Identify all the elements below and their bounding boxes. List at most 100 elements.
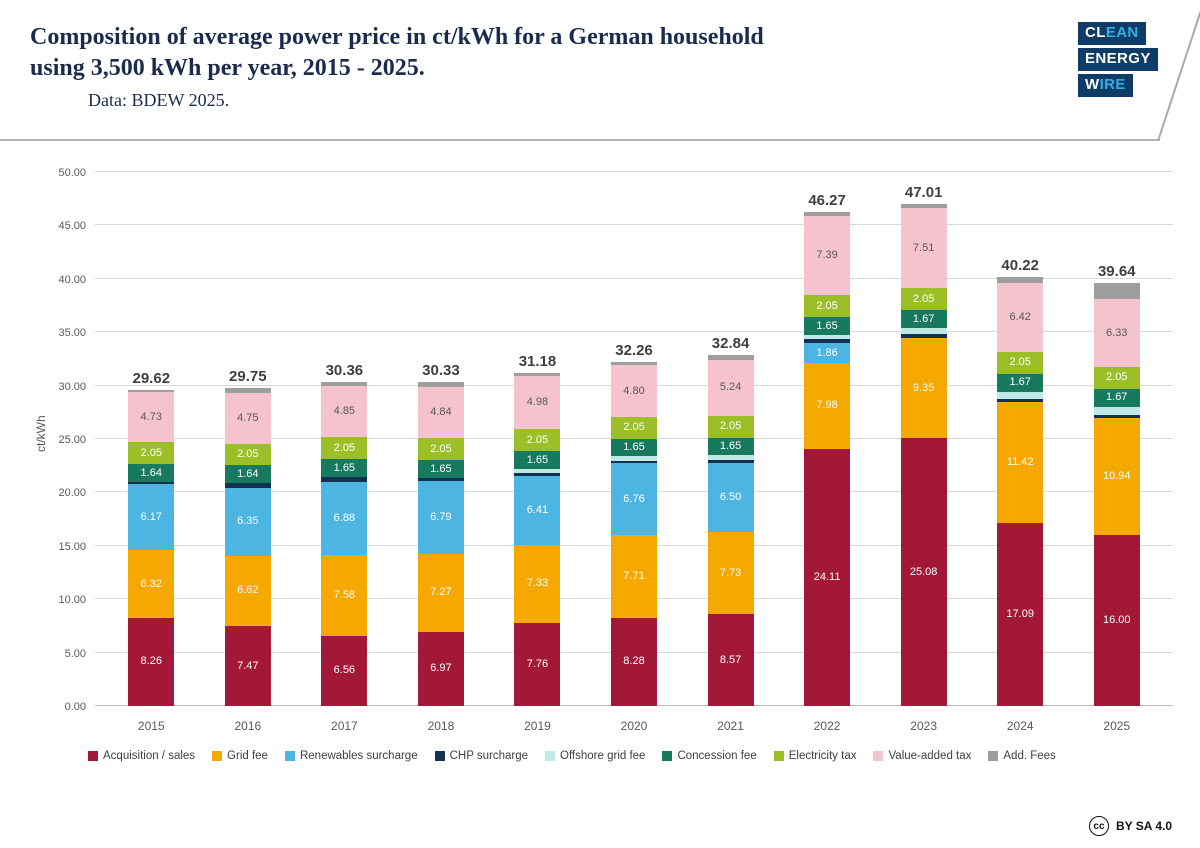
segment-value-label: 2.05 xyxy=(140,446,162,459)
gridline xyxy=(95,224,1173,226)
header-diagonal-line xyxy=(1157,0,1200,142)
bar-segment-grid-fee: 7.58 xyxy=(321,555,368,636)
segment-value-label: 8.28 xyxy=(623,655,645,668)
bar-segment-acquisition-sales: 25.08 xyxy=(900,438,947,706)
legend-item-grid-fee: Grid fee xyxy=(212,750,268,762)
bar-segment-electricity-tax: 2.05 xyxy=(417,438,464,461)
bar-segment-value-added-tax: 5.24 xyxy=(707,359,754,416)
legend-label: Electricity tax xyxy=(788,750,857,762)
y-tick-label: 50.00 xyxy=(58,167,86,179)
y-tick-label: 25.00 xyxy=(58,434,86,446)
bar-segment-electricity-tax: 2.05 xyxy=(900,288,947,311)
bar-column: 47.01 7.51 2.05 1.67 9.35 25.08 2023 xyxy=(875,172,972,733)
bar-segment-add-fees xyxy=(514,373,561,377)
bar-segment-value-added-tax: 7.39 xyxy=(804,216,851,296)
legend-swatch xyxy=(212,751,223,761)
legend: Acquisition / sales Grid fee Renewables su… xyxy=(88,750,1056,762)
segment-value-label: 17.09 xyxy=(1006,608,1034,621)
segment-value-label: 4.98 xyxy=(526,396,549,409)
x-axis-label: 2017 xyxy=(331,719,358,733)
bar-segment-concession-fee: 1.65 xyxy=(417,460,464,478)
license-badge: cc BY SA 4.0 xyxy=(1088,816,1172,836)
legend-item-chp-surcharge: CHP surcharge xyxy=(434,750,528,762)
bar-segment-concession-fee: 1.65 xyxy=(321,459,368,477)
segment-value-label: 1.86 xyxy=(816,346,838,359)
segment-value-label: 4.73 xyxy=(140,410,162,423)
legend-swatch xyxy=(773,751,784,761)
bar-total-label: 30.36 xyxy=(325,361,364,379)
segment-value-label: 7.27 xyxy=(430,586,452,599)
bar-segment-grid-fee: 7.71 xyxy=(611,535,657,618)
segment-value-label: 6.62 xyxy=(237,584,259,597)
bar-segment-renewables-surcharge: 1.86 xyxy=(804,343,851,364)
legend-label: CHP surcharge xyxy=(449,750,528,762)
segment-value-label: 16.00 xyxy=(1102,614,1131,627)
logo-text-cyan: IRE xyxy=(1099,76,1126,93)
bar-segment-add-fees xyxy=(417,382,464,387)
bar-segment-value-added-tax: 6.42 xyxy=(997,283,1044,352)
y-tick-label: 15.00 xyxy=(58,540,86,553)
legend-item-add-fees: Add. Fees xyxy=(988,750,1056,762)
legend-item-offshore-grid-fee: Offshore grid fee xyxy=(545,750,645,762)
bar-segment-renewables-surcharge: 6.88 xyxy=(321,481,368,555)
bar-segment-value-added-tax: 4.85 xyxy=(321,385,368,438)
segment-value-label: 2.05 xyxy=(526,433,549,446)
segment-value-label: 1.65 xyxy=(719,440,742,453)
bar-segment-add-fees xyxy=(804,211,851,217)
segment-value-label: 10.94 xyxy=(1102,470,1131,483)
bar-segment-grid-fee: 7.98 xyxy=(804,363,851,449)
segment-value-label: 2.05 xyxy=(1009,356,1031,369)
bar-segment-grid-fee: 7.73 xyxy=(707,531,754,615)
segment-value-label: 6.79 xyxy=(430,511,452,524)
bar-segment-value-added-tax: 4.98 xyxy=(514,376,561,430)
bar-stack: 4.98 2.05 1.65 6.41 7.33 7.76 xyxy=(514,373,561,706)
segment-value-label: 11.42 xyxy=(1006,456,1034,468)
bar-segment-chp-surcharge xyxy=(224,482,271,488)
bar-segment-concession-fee: 1.64 xyxy=(224,465,271,483)
bar-segment-grid-fee: 11.42 xyxy=(997,401,1044,524)
bar-total-label: 31.18 xyxy=(518,353,557,371)
bar-segment-offshore-grid-fee xyxy=(514,468,561,474)
logo-text-cyan: EAN xyxy=(1105,24,1139,41)
bar-segment-offshore-grid-fee xyxy=(707,455,754,460)
segment-value-label: 7.51 xyxy=(912,241,935,254)
bar-total-label: 29.75 xyxy=(229,368,267,386)
segment-value-label: 1.64 xyxy=(140,466,162,479)
gridline xyxy=(95,277,1173,279)
bar-total-label: 40.22 xyxy=(1001,256,1039,274)
bar-column: 46.27 7.39 2.05 1.65 1.86 7.98 24.11 2022 xyxy=(779,172,876,733)
segment-value-label: 6.76 xyxy=(623,492,645,505)
x-axis-label: 2022 xyxy=(813,719,841,733)
segment-value-label: 2.05 xyxy=(237,447,259,460)
legend-label: Acquisition / sales xyxy=(103,750,196,762)
bar-segment-offshore-grid-fee xyxy=(804,334,851,340)
x-axis-label: 2015 xyxy=(137,719,165,733)
segment-value-label: 1.65 xyxy=(816,319,838,332)
bar-segment-acquisition-sales: 7.76 xyxy=(514,623,561,706)
legend-label: Offshore grid fee xyxy=(560,750,646,762)
segment-value-label: 24.11 xyxy=(813,570,841,583)
segment-value-label: 2.05 xyxy=(719,420,742,433)
bar-segment-value-added-tax: 4.73 xyxy=(128,391,175,443)
bar-segment-chp-surcharge xyxy=(707,459,754,463)
clean-energy-wire-logo: CLEAN ENERGY WIRE xyxy=(1078,22,1158,97)
bar-column: 32.84 5.24 2.05 1.65 6.50 7.73 8.57 2021 xyxy=(682,172,779,733)
legend-label: Grid fee xyxy=(227,750,268,762)
x-axis-label: 2025 xyxy=(1103,719,1131,733)
segment-value-label: 7.47 xyxy=(237,659,259,672)
bar-column: 31.18 4.98 2.05 1.65 6.41 7.33 7.76 2019 xyxy=(489,172,586,733)
segment-value-label: 7.71 xyxy=(623,569,645,582)
bar-column: 29.62 4.73 2.05 1.64 6.17 6.32 8.26 2015 xyxy=(103,172,200,733)
bar-segment-renewables-surcharge: 6.76 xyxy=(611,463,657,536)
legend-label: Value-added tax xyxy=(888,750,972,762)
segment-value-label: 7.73 xyxy=(719,566,742,579)
bar-segment-chp-surcharge xyxy=(417,478,464,482)
bar-column: 29.75 4.75 2.05 1.64 6.35 6.62 7.47 2016 xyxy=(200,172,297,733)
chart-subtitle: Data: BDEW 2025. xyxy=(88,90,230,111)
bar-segment-grid-fee: 9.35 xyxy=(900,338,947,439)
bar-stack: 4.84 2.05 1.65 6.79 7.27 6.97 xyxy=(417,382,464,706)
segment-value-label: 2.05 xyxy=(816,299,838,312)
bar-segment-offshore-grid-fee xyxy=(611,456,657,461)
bar-segment-offshore-grid-fee xyxy=(1093,406,1140,416)
legend-swatch xyxy=(434,751,445,761)
